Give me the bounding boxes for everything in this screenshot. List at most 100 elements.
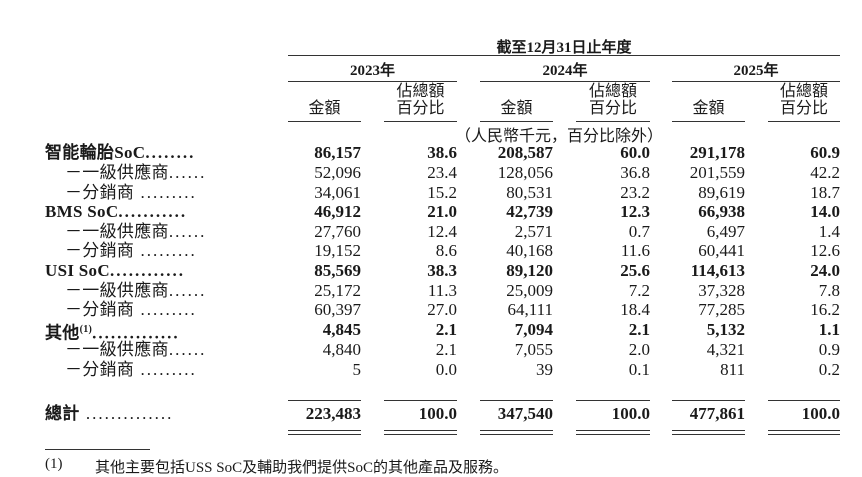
- row-label: －一級供應商......: [65, 281, 207, 300]
- percent-column-header: 佔總額 百分比: [576, 83, 650, 117]
- divider: [768, 121, 840, 122]
- amount-cell: 25,009: [506, 281, 553, 300]
- table-row: －分銷商 ......... 19,152 8.6 40,168 11.6 60,441 1…: [0, 241, 862, 261]
- amount-cell: 77,285: [698, 300, 745, 319]
- row-label: －一級供應商......: [65, 340, 207, 359]
- percent-header-line1: 佔總額: [396, 83, 445, 100]
- percent-cell: 2.1: [628, 320, 650, 339]
- percent-header-line1: 佔總額: [588, 83, 637, 100]
- period-header: 截至12月31日止年度: [496, 40, 632, 56]
- amount-cell: 89,619: [698, 183, 745, 202]
- percent-header-line2: 百分比: [588, 100, 637, 117]
- amount-cell: 39: [536, 360, 553, 379]
- row-label: －分銷商 .........: [65, 300, 197, 319]
- percent-cell: 7.8: [818, 281, 840, 300]
- divider: [672, 121, 745, 122]
- amount-cell: 60,441: [698, 241, 745, 260]
- row-label: 總計 ..............: [45, 404, 174, 423]
- amount-cell: 4,840: [322, 340, 361, 359]
- double-rule: [288, 430, 361, 431]
- total-percent: 100.0: [801, 404, 840, 423]
- percent-cell: 23.2: [620, 183, 650, 202]
- table-row: －一級供應商...... 4,840 2.1 7,055 2.0 4,321 0.9: [0, 340, 862, 360]
- table-row: －分銷商 ......... 34,061 15.2 80,531 23.2 89,619…: [0, 183, 862, 203]
- amount-cell: 291,178: [689, 143, 745, 162]
- total-amount: 477,861: [689, 404, 745, 423]
- table-row: USI SoC............ 85,569 38.3 89,120 25.6 1…: [0, 261, 862, 281]
- row-label: 智能輪胎SoC........: [45, 143, 196, 162]
- percent-cell: 11.3: [427, 281, 457, 300]
- divider: [480, 121, 553, 122]
- amount-cell: 208,587: [497, 143, 553, 162]
- amount-cell: 89,120: [506, 261, 553, 280]
- year-2025: 2025年: [733, 63, 779, 79]
- percent-cell: 38.3: [427, 261, 457, 280]
- amount-cell: 19,152: [314, 241, 361, 260]
- percent-header-line1: 佔總額: [779, 83, 828, 100]
- amount-cell: 7,094: [514, 320, 553, 339]
- divider: [672, 81, 840, 82]
- double-rule: [384, 434, 457, 435]
- year-2024: 2024年: [542, 63, 588, 79]
- double-rule: [480, 430, 553, 431]
- amount-cell: 27,760: [314, 222, 361, 241]
- percent-cell: 1.1: [818, 320, 840, 339]
- double-rule: [576, 430, 650, 431]
- subtotal-rule: [672, 400, 745, 401]
- amount-cell: 52,096: [314, 163, 361, 182]
- amount-cell: 5,132: [706, 320, 745, 339]
- double-rule: [576, 434, 650, 435]
- percent-cell: 15.2: [427, 183, 457, 202]
- row-label: USI SoC............: [45, 261, 185, 280]
- double-rule: [384, 430, 457, 431]
- percent-cell: 8.6: [435, 241, 457, 260]
- percent-cell: 0.0: [435, 360, 457, 379]
- subtotal-rule: [576, 400, 650, 401]
- double-rule: [672, 434, 745, 435]
- percent-cell: 12.3: [620, 202, 650, 221]
- divider: [576, 121, 650, 122]
- percent-cell: 16.2: [810, 300, 840, 319]
- double-rule: [288, 434, 361, 435]
- table-row: －分銷商 ......... 60,397 27.0 64,111 18.4 77,285…: [0, 300, 862, 320]
- table-row: 智能輪胎SoC........ 86,157 38.6 208,587 60.0 291,…: [0, 143, 862, 163]
- amount-column-header: 金額: [308, 100, 341, 117]
- amount-cell: 80,531: [506, 183, 553, 202]
- amount-cell: 64,111: [507, 300, 554, 319]
- percent-cell: 14.0: [810, 202, 840, 221]
- divider: [480, 81, 650, 82]
- amount-cell: 37,328: [698, 281, 745, 300]
- percent-cell: 12.6: [810, 241, 840, 260]
- subtotal-rule: [384, 400, 457, 401]
- amount-cell: 811: [720, 360, 745, 379]
- double-rule: [768, 430, 840, 431]
- amount-cell: 4,321: [706, 340, 745, 359]
- percent-cell: 18.4: [620, 300, 650, 319]
- year-2023: 2023年: [349, 63, 395, 79]
- double-rule: [480, 434, 553, 435]
- divider: [288, 81, 457, 82]
- table-row: －分銷商 ......... 5 0.0 39 0.1 811 0.2: [0, 360, 862, 380]
- amount-cell: 4,845: [322, 320, 361, 339]
- footnote-divider: [45, 449, 150, 450]
- percent-cell: 27.0: [427, 300, 457, 319]
- amount-cell: 34,061: [314, 183, 361, 202]
- amount-cell: 66,938: [698, 202, 745, 221]
- amount-cell: 85,569: [314, 261, 361, 280]
- row-label: －分銷商 .........: [65, 183, 197, 202]
- total-percent: 100.0: [611, 404, 650, 423]
- percent-column-header: 佔總額 百分比: [768, 83, 840, 117]
- table-row: －一級供應商...... 52,096 23.4 128,056 36.8 201,559…: [0, 163, 862, 183]
- percent-cell: 18.7: [810, 183, 840, 202]
- percent-cell: 21.0: [427, 202, 457, 221]
- amount-column-header: 金額: [500, 100, 533, 117]
- percent-cell: 2.1: [435, 320, 457, 339]
- percent-cell: 0.9: [818, 340, 840, 359]
- table-row: －一級供應商...... 25,172 11.3 25,009 7.2 37,328 7.8: [0, 281, 862, 301]
- table-row: －一級供應商...... 27,760 12.4 2,571 0.7 6,497 1.4: [0, 222, 862, 242]
- percent-cell: 24.0: [810, 261, 840, 280]
- percent-cell: 11.6: [620, 241, 650, 260]
- row-label: －一級供應商......: [65, 222, 207, 241]
- amount-cell: 40,168: [506, 241, 553, 260]
- amount-cell: 42,739: [506, 202, 553, 221]
